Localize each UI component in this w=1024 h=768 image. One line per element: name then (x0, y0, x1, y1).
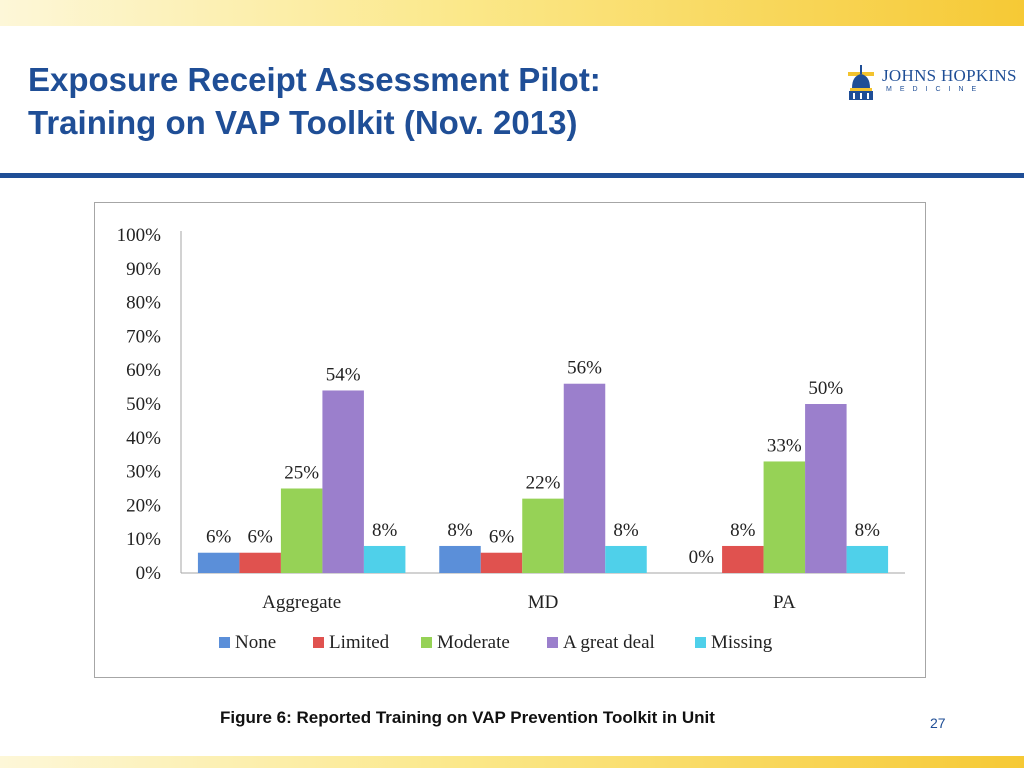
y-tick-label: 0% (136, 563, 162, 584)
chart-frame: 0% 10% 20% 30% 40% 50% 60% 70% 80% 90% 100% 6% 6% 25%… (94, 202, 926, 678)
page-number: 27 (930, 715, 946, 731)
bar (439, 545, 481, 573)
legend-swatch (219, 637, 230, 648)
y-tick-label: 30% (126, 462, 161, 483)
y-tick-label: 20% (126, 495, 161, 516)
top-accent-band (0, 0, 1024, 26)
bar (480, 552, 523, 573)
category-label: Aggregate (262, 592, 341, 613)
data-label: 22% (526, 473, 561, 494)
bar (322, 390, 364, 573)
y-tick-label: 60% (126, 360, 161, 381)
category-label: PA (773, 592, 796, 613)
data-label: 56% (567, 358, 602, 379)
data-label: 8% (372, 520, 398, 541)
legend-label: None (235, 632, 276, 653)
bar (522, 498, 564, 573)
data-label: 6% (248, 527, 274, 548)
data-label: 8% (730, 520, 756, 541)
y-tick-label: 80% (126, 293, 161, 314)
y-tick-label: 40% (126, 428, 161, 449)
bar (280, 488, 323, 573)
data-label: 6% (206, 527, 232, 548)
data-label: 50% (808, 378, 843, 399)
logo-subtext: MEDICINE (886, 86, 985, 93)
bar (363, 545, 406, 573)
y-tick-label: 70% (126, 326, 161, 347)
legend-swatch (313, 637, 324, 648)
bar (605, 545, 647, 573)
data-label: 8% (855, 520, 881, 541)
bar-chart: 0% 10% 20% 30% 40% 50% 60% 70% 80% 90% 100% 6% 6% 25%… (117, 225, 905, 653)
data-label: 54% (326, 364, 361, 385)
bar (722, 545, 764, 573)
figure-caption: Figure 6: Reported Training on VAP Preve… (220, 708, 715, 727)
legend-swatch (547, 637, 558, 648)
bottom-accent-band (0, 756, 1024, 768)
y-tick-label: 100% (117, 225, 162, 246)
legend-swatch (695, 637, 706, 648)
title-divider (0, 173, 1024, 178)
johns-hopkins-logo: JOHNS HOPKINS MEDICINE (844, 62, 1016, 104)
legend-swatch (421, 637, 432, 648)
bar (805, 404, 847, 573)
y-tick-label: 50% (126, 394, 161, 415)
bar (763, 461, 806, 573)
data-label: 0% (689, 547, 715, 568)
data-label: 8% (613, 520, 639, 541)
data-label: 25% (284, 463, 319, 484)
bar (846, 545, 889, 573)
legend-label: Missing (711, 632, 773, 653)
legend-label: Moderate (437, 632, 510, 653)
bar (239, 552, 281, 573)
data-label: 33% (767, 435, 802, 456)
logo-text: JOHNS HOPKINS (882, 66, 1017, 85)
bar (197, 552, 240, 573)
y-tick-label: 10% (126, 529, 161, 550)
category-label: MD (528, 592, 559, 613)
bar (563, 383, 606, 573)
slide-title-line-1: Exposure Receipt Assessment Pilot: (28, 61, 601, 98)
y-tick-label: 90% (126, 259, 161, 280)
data-label: 6% (489, 527, 515, 548)
data-label: 8% (447, 520, 473, 541)
slide-title: Exposure Receipt Assessment Pilot: Train… (28, 58, 808, 144)
slide-title-line-2: Training on VAP Toolkit (Nov. 2013) (28, 104, 578, 141)
legend-label: A great deal (563, 632, 655, 653)
legend-label: Limited (329, 632, 390, 653)
dome-icon (848, 65, 874, 100)
